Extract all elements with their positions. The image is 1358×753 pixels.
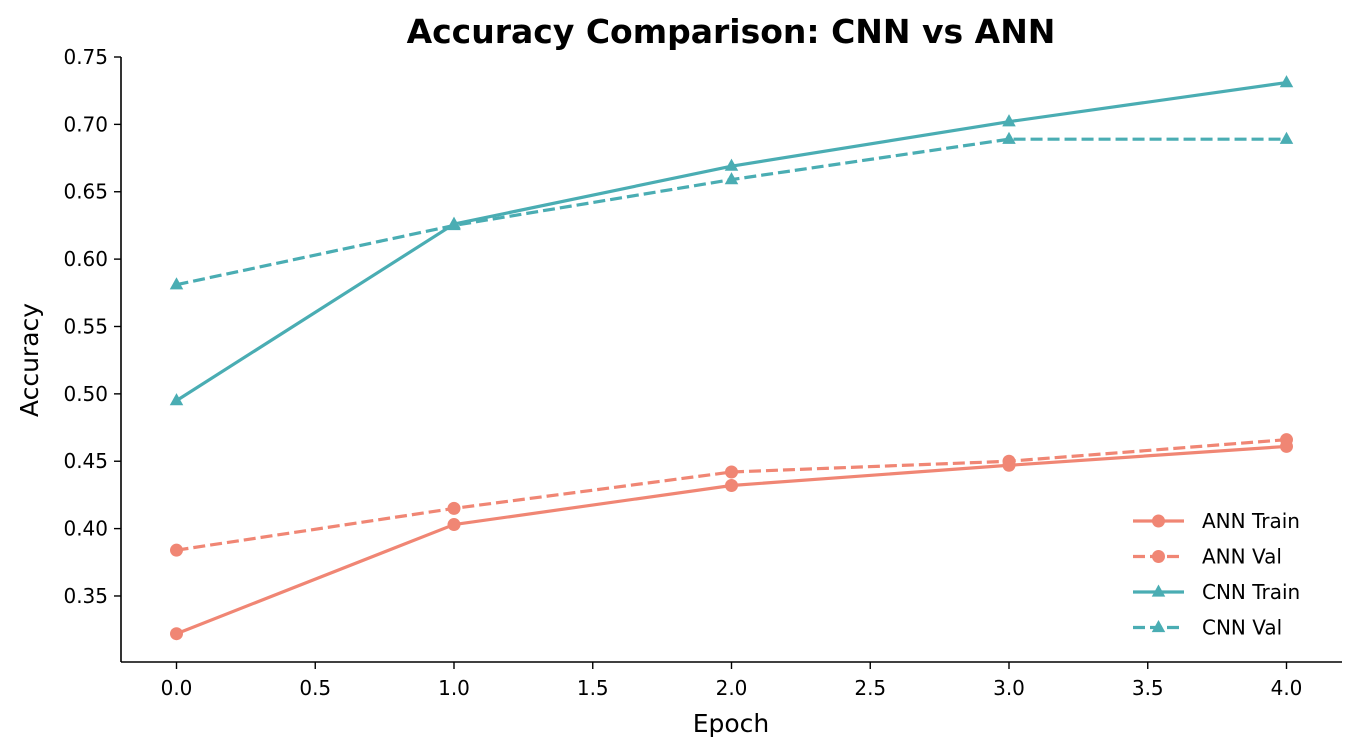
series-layer [169, 75, 1294, 641]
y-tick-label: 0.35 [63, 584, 108, 608]
y-axis-label: Accuracy [15, 303, 44, 417]
data-point-cnn-val [1279, 131, 1294, 144]
x-tick-label: 2.5 [854, 676, 886, 700]
legend-item-cnn-val: CNN Val [1133, 616, 1282, 640]
x-tick-label: 2.0 [716, 676, 748, 700]
legend-label: CNN Val [1202, 616, 1282, 640]
data-point-cnn-val [724, 172, 739, 185]
legend-marker [1152, 550, 1165, 563]
series-cnn-val [169, 131, 1294, 290]
series-line-ann-val [176, 438, 1287, 552]
legend-label: CNN Train [1202, 580, 1300, 604]
data-point-cnn-train [1002, 114, 1016, 127]
data-point-ann-val [447, 501, 461, 515]
y-tick-label: 0.75 [63, 45, 108, 69]
y-tick-label: 0.50 [63, 382, 108, 406]
data-point-ann-val [725, 465, 738, 479]
x-tick-label: 0.0 [161, 676, 193, 700]
y-tick-label: 0.70 [63, 112, 108, 136]
y-tick-label: 0.55 [63, 314, 108, 338]
data-point-ann-train [170, 627, 183, 641]
series-line-cnn-train [175, 81, 1287, 402]
x-tick-label: 1.5 [577, 676, 609, 700]
x-tick-label: 3.0 [993, 676, 1025, 700]
legend-label: ANN Val [1202, 545, 1282, 569]
legend-marker [1151, 584, 1166, 597]
series-ann-val [170, 433, 1293, 557]
data-point-cnn-val [169, 277, 184, 290]
data-point-cnn-train [724, 158, 739, 171]
data-point-cnn-train [169, 393, 184, 406]
legend-marker [1151, 620, 1166, 633]
legend-item-cnn-train: CNN Train [1133, 580, 1300, 604]
legend-marker [1152, 514, 1165, 528]
series-ann-train [170, 439, 1293, 641]
legend: ANN Train ANN Val CNN Train CNN Val [1133, 509, 1300, 640]
series-cnn-train [169, 75, 1294, 406]
data-point-ann-val [1002, 454, 1016, 468]
chart-title: Accuracy Comparison: CNN vs ANN [407, 12, 1056, 51]
data-point-ann-train [447, 518, 461, 532]
data-point-cnn-train [1279, 75, 1294, 88]
y-tick-label: 0.60 [63, 247, 108, 271]
axes: 0.0 0.5 1.0 1.5 2.0 2.5 3.0 3.5 4.0 0.35 0.40 0.45 0… [63, 45, 1342, 700]
x-tick-label: 4.0 [1271, 676, 1303, 700]
data-point-cnn-val [1002, 131, 1016, 144]
legend-item-ann-train: ANN Train [1133, 509, 1300, 533]
x-axis-label: Epoch [693, 709, 770, 738]
y-tick-label: 0.65 [63, 180, 108, 204]
data-point-ann-val [1280, 433, 1293, 447]
data-point-ann-train [725, 478, 738, 492]
legend-item-ann-val: ANN Val [1133, 545, 1282, 569]
legend-label: ANN Train [1202, 509, 1300, 533]
data-point-ann-val [170, 543, 183, 557]
x-tick-label: 1.0 [438, 676, 470, 700]
y-tick-label: 0.40 [63, 517, 108, 541]
data-point-cnn-val [447, 217, 461, 231]
x-tick-label: 0.5 [299, 676, 331, 700]
x-tick-label: 3.5 [1132, 676, 1164, 700]
y-tick-label: 0.45 [63, 449, 108, 473]
